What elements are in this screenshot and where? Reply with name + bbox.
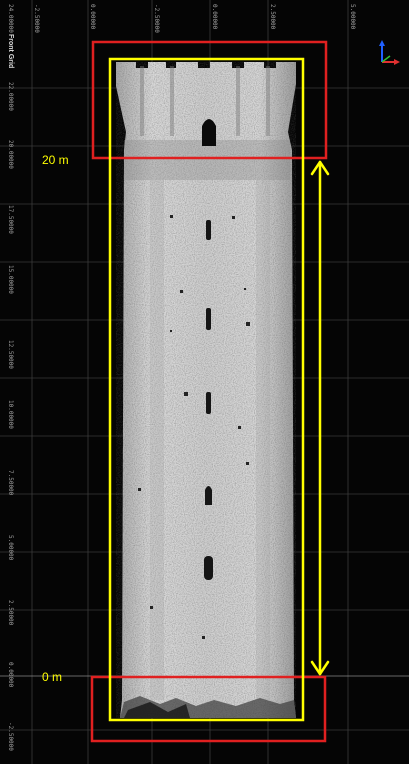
ruler-tick-label: 22.00000 bbox=[7, 82, 14, 111]
ruler-tick-label: 2.50000 bbox=[7, 600, 14, 626]
ruler-tick-label: 17.50000 bbox=[7, 205, 14, 234]
ruler-tick-label: 0.00000 bbox=[89, 4, 96, 30]
view-mode-label: Front Grid bbox=[7, 34, 14, 69]
label-20m: 20 m bbox=[42, 153, 69, 167]
ruler-tick-label: -2.50000 bbox=[153, 4, 160, 33]
ruler-tick-label: 0.00000 bbox=[7, 662, 14, 688]
ruler-tick-label: 15.00000 bbox=[7, 265, 14, 294]
tower-point-cloud bbox=[116, 62, 296, 718]
double-arrow-icon bbox=[310, 160, 330, 676]
ruler-tick-label: 10.00000 bbox=[7, 400, 14, 429]
ruler-tick-label: 5.00000 bbox=[349, 4, 356, 30]
ruler-tick-label: 0.00000 bbox=[211, 4, 218, 30]
tower-outline bbox=[108, 57, 305, 722]
bottom-region-box bbox=[90, 675, 327, 743]
label-0m: 0 m bbox=[42, 670, 63, 684]
ruler-tick-label: -2.50000 bbox=[33, 4, 40, 33]
ruler-tick-label: 24.00000 bbox=[7, 4, 14, 33]
putlog-holes bbox=[138, 215, 250, 639]
ruler-tick-label: 2.50000 bbox=[269, 4, 276, 30]
ruler-tick-label: 12.50000 bbox=[7, 340, 14, 369]
top-region-box bbox=[91, 40, 328, 160]
ruler-tick-label: -2.50000 bbox=[7, 722, 14, 751]
axis-triad-icon bbox=[379, 40, 400, 65]
ruler-tick-label: 20.00000 bbox=[7, 140, 14, 169]
arched-window bbox=[202, 119, 216, 146]
slit-openings bbox=[204, 220, 213, 580]
ruler-tick-label: 5.00000 bbox=[7, 535, 14, 561]
ruler-tick-label: 7.50000 bbox=[7, 470, 14, 496]
